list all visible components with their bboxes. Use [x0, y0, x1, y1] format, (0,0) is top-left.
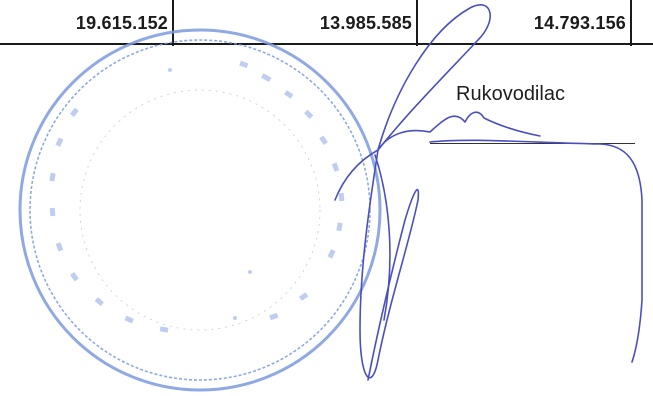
stamp-inner-ring	[29, 39, 371, 381]
signature-label: Rukovodilac	[456, 83, 565, 105]
table-column-divider	[630, 0, 632, 46]
stamp-outer-ring	[18, 28, 382, 392]
table-bottom-border	[0, 43, 653, 45]
signature-line	[430, 143, 635, 144]
stamp-center-ring	[79, 89, 321, 331]
table-cell-value-1: 19.615.152	[75, 12, 168, 33]
table-column-divider	[416, 0, 418, 46]
table-cell-value-3: 14.793.156	[533, 12, 626, 33]
table-cell-value-2: 13.985.585	[319, 12, 412, 33]
table-column-divider	[172, 0, 174, 46]
table-row: 19.615.152 13.985.585 14.793.156	[0, 0, 653, 46]
